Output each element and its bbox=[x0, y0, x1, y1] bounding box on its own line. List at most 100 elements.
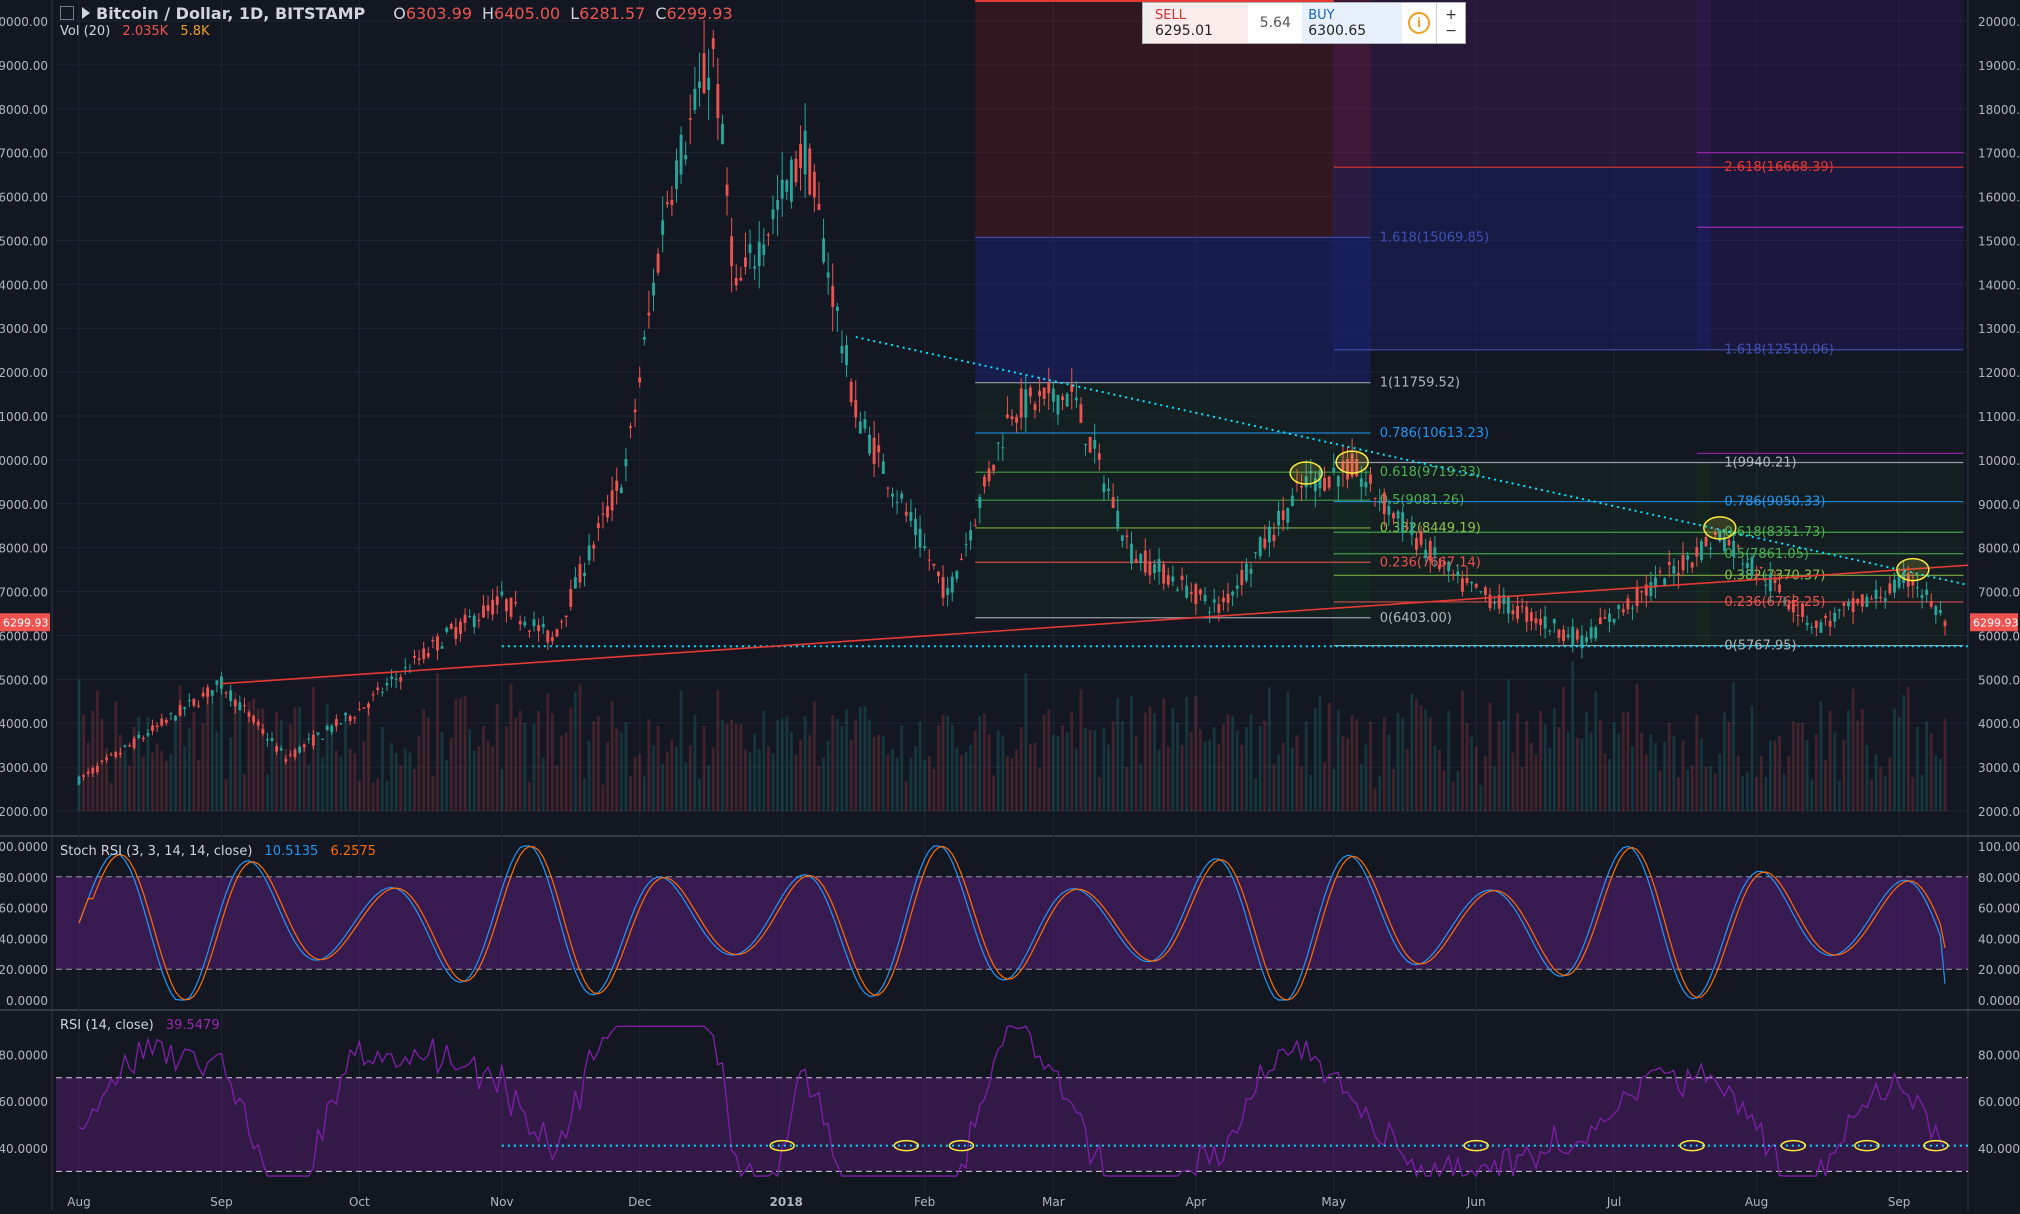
candle-body bbox=[992, 464, 996, 471]
price-tick-label: 5000.00 bbox=[1978, 673, 2020, 687]
volume-bar bbox=[1387, 734, 1391, 811]
volume-bar bbox=[132, 726, 136, 811]
candle-body bbox=[422, 648, 426, 660]
close-value: 6299.93 bbox=[666, 3, 733, 23]
candle-body bbox=[1176, 589, 1179, 591]
candle-body bbox=[1442, 562, 1446, 565]
fib-level-label: 0.786(10613.23) bbox=[1380, 426, 1489, 441]
volume-bar bbox=[1658, 770, 1662, 811]
candle-body bbox=[1580, 635, 1584, 649]
candle-body bbox=[426, 653, 430, 657]
volume-bar bbox=[178, 685, 182, 811]
rsi-touch-highlight bbox=[1463, 1139, 1489, 1152]
volume-bar bbox=[1732, 682, 1736, 811]
candle-body bbox=[197, 705, 200, 707]
candle-body bbox=[390, 676, 393, 680]
volume-bar bbox=[1056, 735, 1060, 811]
rsi-tick-label: 80.0000 bbox=[1978, 1048, 2020, 1062]
flag-icon bbox=[82, 7, 90, 19]
candle-body bbox=[1456, 571, 1460, 576]
volume-bar bbox=[1681, 740, 1685, 811]
candle-body bbox=[1465, 577, 1469, 583]
volume-bar bbox=[1153, 713, 1156, 811]
volume-bar bbox=[141, 756, 145, 811]
volume-bar bbox=[500, 769, 504, 811]
candle-body bbox=[514, 601, 518, 604]
stoch-d-value: 6.2575 bbox=[330, 844, 376, 859]
volume-bar bbox=[523, 722, 527, 811]
candle-body bbox=[1479, 591, 1483, 593]
sell-button[interactable]: SELL 6295.01 bbox=[1143, 3, 1249, 43]
volume-bar bbox=[1176, 722, 1179, 811]
candle-body bbox=[1755, 573, 1759, 577]
volume-bar bbox=[785, 716, 789, 811]
volume-bar bbox=[780, 718, 784, 811]
price-tick-label: 9000.00 bbox=[1978, 498, 2020, 512]
stoch-legend: Stoch RSI (3, 3, 14, 14, close) 10.5135 … bbox=[60, 844, 376, 859]
candle-body bbox=[1897, 574, 1901, 588]
candle-body bbox=[941, 577, 945, 598]
rsi-touch-highlight bbox=[1780, 1139, 1807, 1152]
candle-body bbox=[1644, 584, 1648, 596]
volume-bar bbox=[431, 775, 435, 811]
fib-zone-mid-3 bbox=[1696, 167, 1964, 350]
volume-bar bbox=[265, 774, 269, 811]
minus-button[interactable]: − bbox=[1445, 23, 1457, 39]
price-tick-label-left: 11000.00 bbox=[0, 410, 48, 424]
volume-bar bbox=[1713, 773, 1717, 811]
volume-bar bbox=[1001, 735, 1005, 811]
volume-bar bbox=[840, 726, 844, 811]
candle-body bbox=[298, 746, 302, 753]
plus-button[interactable]: + bbox=[1445, 7, 1457, 23]
candle-body bbox=[1631, 607, 1634, 609]
buy-price: 6300.65 bbox=[1308, 22, 1367, 39]
collapse-icon[interactable] bbox=[60, 6, 74, 20]
volume-bar bbox=[1070, 711, 1074, 811]
volume-bar bbox=[436, 673, 439, 811]
volume-bar bbox=[1263, 720, 1267, 811]
candle-body bbox=[1736, 545, 1740, 547]
price-tick-label: 20000.00 bbox=[1978, 15, 2020, 29]
volume-bar bbox=[817, 765, 821, 811]
candle-body bbox=[1065, 393, 1069, 407]
candle-body bbox=[1502, 594, 1506, 604]
volume-bar bbox=[1364, 744, 1368, 811]
volume-bar bbox=[610, 701, 614, 811]
candle-body bbox=[891, 493, 894, 497]
rsi-band bbox=[56, 1077, 1968, 1172]
candle-body bbox=[1148, 561, 1152, 576]
volume-bar bbox=[486, 740, 490, 811]
candle-body bbox=[923, 546, 927, 549]
candle-body bbox=[946, 588, 950, 595]
volume-bar bbox=[1047, 709, 1051, 811]
volume-bar bbox=[1465, 723, 1469, 811]
candle-body bbox=[817, 203, 821, 210]
price-tick-label: 15000.00 bbox=[1978, 234, 2020, 248]
candle-body bbox=[1038, 390, 1042, 397]
candle-body bbox=[141, 737, 145, 740]
price-tick-label-left: 5000.00 bbox=[0, 673, 48, 687]
candle-body bbox=[670, 199, 674, 206]
candle-body bbox=[1851, 598, 1855, 613]
volume-bar bbox=[339, 756, 343, 811]
price-tick-label: 10000.00 bbox=[1978, 454, 2020, 468]
fib-level-label: 1.618(15069.85) bbox=[1380, 230, 1489, 245]
candle-body bbox=[1672, 566, 1676, 574]
volume-bar bbox=[527, 782, 531, 811]
info-icon[interactable]: i bbox=[1402, 3, 1437, 43]
candle-body bbox=[436, 636, 439, 651]
volume-bar bbox=[730, 719, 734, 811]
candle-body bbox=[201, 692, 205, 697]
volume-bar bbox=[863, 706, 867, 811]
volume-bar bbox=[82, 714, 86, 811]
candle-body bbox=[118, 753, 122, 755]
candle-body bbox=[661, 220, 665, 235]
candle-body bbox=[160, 718, 164, 726]
volume-bar bbox=[858, 706, 862, 811]
buy-button[interactable]: BUY 6300.65 bbox=[1302, 3, 1402, 43]
candle-body bbox=[1290, 495, 1294, 507]
candle-body bbox=[1470, 581, 1474, 584]
volume-bar bbox=[587, 740, 591, 811]
volume-bar bbox=[1166, 746, 1170, 811]
quantity-stepper[interactable]: + − bbox=[1436, 3, 1465, 43]
